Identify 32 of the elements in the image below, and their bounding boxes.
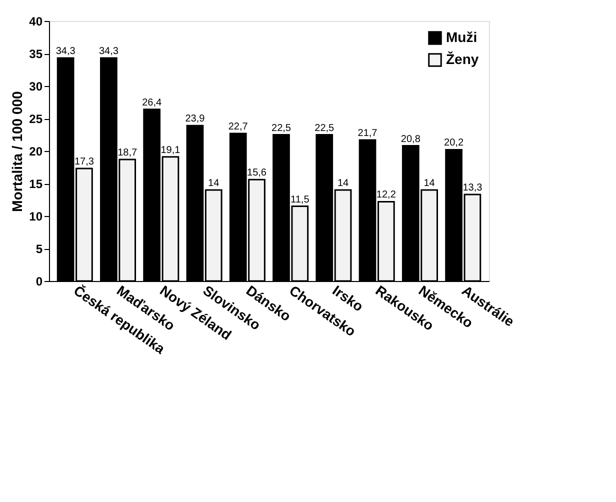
data-label: 15,6 <box>247 168 267 179</box>
y-tick-label: 35 <box>29 47 43 61</box>
data-label: 20,8 <box>400 134 421 145</box>
y-tick-label: 30 <box>29 80 43 94</box>
y-tick-label: 40 <box>29 14 43 28</box>
data-label: 13,3 <box>462 182 483 194</box>
data-label: 26,4 <box>142 97 162 108</box>
data-label: 18,7 <box>118 147 138 158</box>
data-label: 34,3 <box>98 46 119 58</box>
data-label: 22,5 <box>314 122 335 134</box>
y-tick-label: 0 <box>36 274 43 288</box>
data-label: 14 <box>337 178 350 189</box>
data-label: 14 <box>424 178 436 189</box>
data-label: 17,3 <box>74 156 94 168</box>
data-label: 12,2 <box>376 190 396 201</box>
data-label: 34,3 <box>56 46 76 58</box>
y-axis-title: Mortalita / 100 000 <box>9 90 26 212</box>
data-label: 21,7 <box>358 128 378 139</box>
y-tick-label: 5 <box>36 242 43 256</box>
y-tick-label: 20 <box>29 144 43 158</box>
data-label: 20,2 <box>444 138 464 149</box>
data-label: 22,5 <box>272 122 292 134</box>
y-tick-label: 15 <box>29 177 43 191</box>
data-label: 23,9 <box>185 114 206 125</box>
legend-label: Muži <box>446 29 478 45</box>
data-label: 22,7 <box>228 121 248 132</box>
y-tick-label: 10 <box>29 210 43 224</box>
data-label: 14 <box>208 178 220 189</box>
data-label: 11,5 <box>290 194 310 206</box>
y-tick-label: 25 <box>29 112 43 126</box>
data-label: 19,1 <box>160 144 181 156</box>
legend-label: Ženy <box>446 51 479 67</box>
